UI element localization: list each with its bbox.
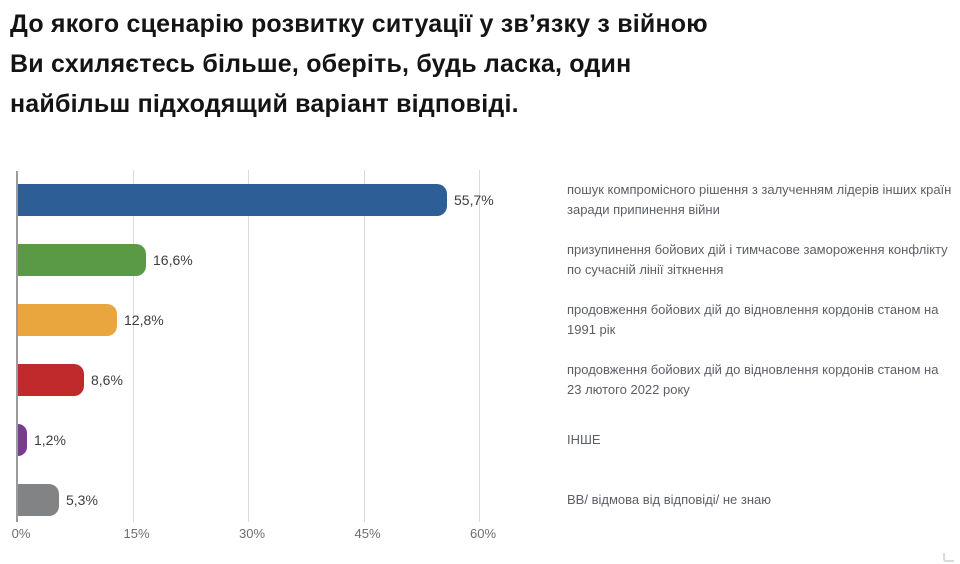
category-label-3: продовження бойових дій до відновлення к… [567,302,939,337]
bar-value-label-4: 8,6% [91,372,123,388]
page-title-line-3: найбільш підходящий варіант відповіді. [10,90,519,118]
bar-chart: 55,7% 16,6% 12,8% 8,6% 1,2% 5,3% 0% 15% 30% 45% 60… [0,170,960,550]
page-title: До якого сценарію розвитку ситуації у зв… [10,4,770,124]
bar-row-4: 8,6% [18,350,123,410]
bar-row-2: 16,6% [18,230,193,290]
bar-1 [18,184,447,216]
bar-row-5: 1,2% [18,410,66,470]
x-tick-45%: 45% [354,526,381,541]
bar-value-label-2: 16,6% [153,252,193,268]
watermark-mark [943,553,954,562]
gridline-15% [132,170,134,522]
category-label-5: ІНШЕ [567,432,601,447]
category-label-6: ВВ/ відмова від відповіді/ не знаю [567,492,771,507]
category-label-1: пошук компромісного рішення з залученням… [567,182,952,217]
gridline-30% [248,170,249,522]
x-tick-30%: 30% [238,526,266,541]
category-label-2: призупинення бойових дій і тимчасове зам… [567,242,948,277]
bar-value-label-1: 55,7% [454,192,494,208]
category-label-4: продовження бойових дій до відновлення к… [567,362,939,397]
bar-value-label-3: 12,8% [124,312,164,328]
x-tick-15%: 15% [123,526,150,541]
bar-3 [18,304,117,336]
page-title-line-2: Ви схиляєтесь більше, оберіть, будь ласк… [10,50,632,78]
x-tick-60%: 60% [469,526,497,541]
bar-row-3: 12,8% [18,290,164,350]
gridline-60% [479,170,480,522]
bar-row-1: 55,7% [18,170,494,230]
bar-2 [18,244,146,276]
bar-value-label-6: 5,3% [66,492,98,508]
gridline-45% [363,170,365,522]
bar-row-6: 5,3% [18,470,98,530]
bar-value-label-5: 1,2% [34,432,66,448]
bar-5 [18,424,27,456]
y-axis-line [16,171,18,522]
x-tick-0%: 0% [11,526,31,541]
bar-6 [18,484,59,516]
page-title-line-1: До якого сценарію розвитку ситуації у зв… [10,10,708,38]
bar-4 [18,364,84,396]
